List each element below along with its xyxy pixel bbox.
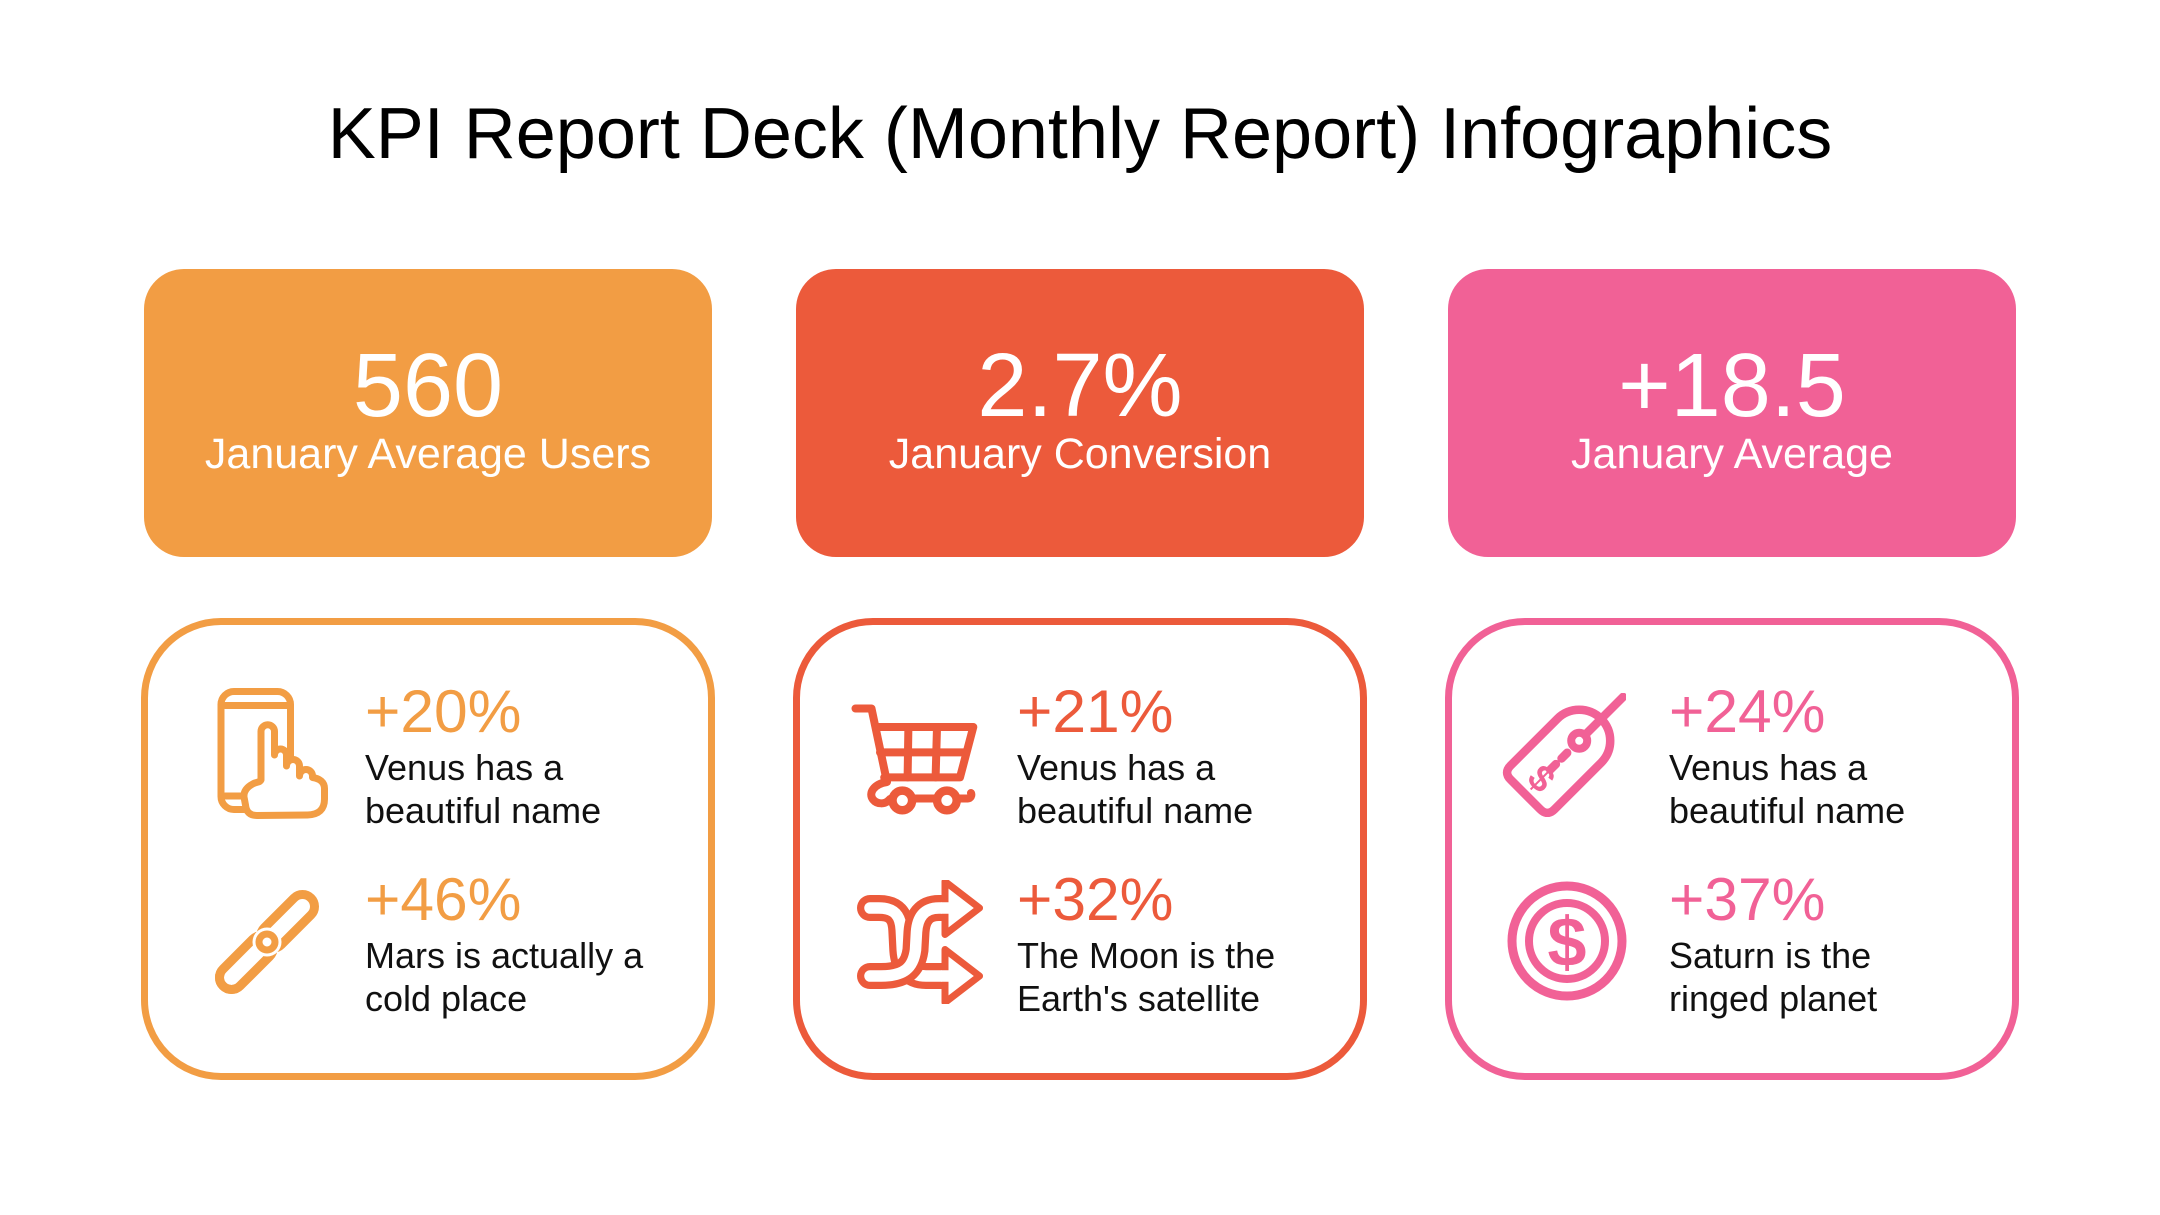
svg-text:$: $ <box>1548 903 1587 981</box>
